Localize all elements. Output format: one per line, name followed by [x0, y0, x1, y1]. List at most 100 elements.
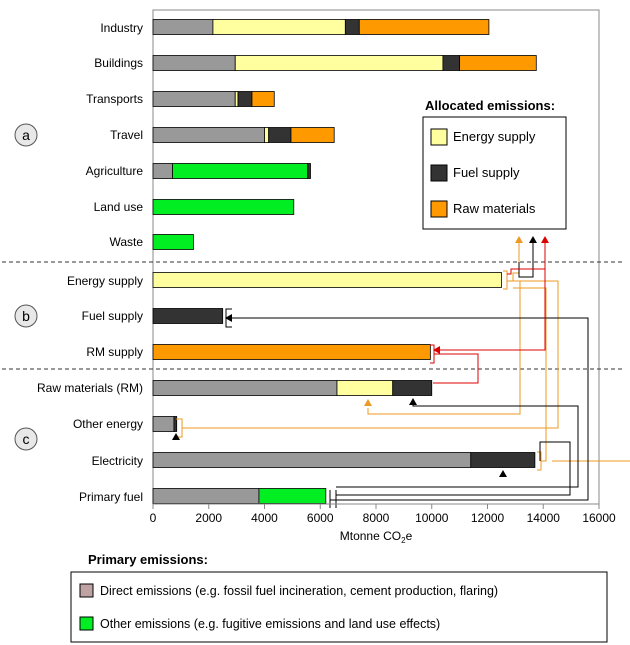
category-label-transports: Transports	[86, 92, 143, 106]
bar-segment-raw_materials	[251, 91, 275, 107]
x-axis-title-subscript: 2	[401, 536, 406, 545]
category-label-industry: Industry	[100, 21, 143, 35]
bar-segment-direct	[152, 19, 214, 35]
legend-swatch-raw-materials	[430, 200, 448, 218]
legend-primary: Primary emissions: Direct emissions (e.g…	[70, 552, 608, 643]
legend-primary-title: Primary emissions:	[88, 552, 208, 567]
bar-segment-fuel_supply	[152, 308, 224, 324]
arrowhead-raw-materials-bar	[364, 399, 372, 406]
bar-segment-direct	[152, 380, 338, 396]
category-label-primary-fuel: Primary fuel	[79, 490, 143, 504]
legend-swatch-energy-supply	[430, 128, 448, 146]
legend-label-fuel-supply: Fuel supply	[453, 165, 520, 180]
category-label-energy-supply: Energy supply	[67, 274, 143, 288]
x-axis-title: Mtonne CO2e	[340, 529, 413, 545]
bar-segment-other	[258, 488, 327, 504]
bar-segment-fuel_supply	[237, 91, 253, 107]
bar-segment-other	[152, 199, 295, 215]
x-tick-label: 2000	[195, 511, 222, 525]
bar-segment-energy_supply	[152, 272, 502, 288]
bar-segment-energy_supply	[264, 127, 270, 143]
bar-segment-fuel_supply	[173, 416, 178, 432]
arrowhead-raw-legend	[541, 236, 549, 243]
legend-primary-box	[70, 571, 608, 643]
bar-segment-raw_materials	[152, 344, 431, 360]
bar-segment-raw_materials	[459, 55, 537, 71]
flow-arrowheads	[172, 236, 549, 477]
bar-segment-direct	[152, 163, 173, 179]
category-label-fuel-supply: Fuel supply	[82, 309, 143, 323]
x-tick-label: 4000	[251, 511, 278, 525]
category-label-waste: Waste	[109, 235, 143, 249]
x-axis: 0 2000 4000 6000 8000 10000 12000 14000 16000 Mt…	[150, 503, 616, 545]
arrowhead-fuel-supply-bar	[225, 314, 232, 322]
legend-swatch-direct	[79, 583, 94, 598]
bar-segment-raw_materials	[290, 127, 335, 143]
section-marker-b-circle	[14, 304, 38, 328]
bar-segment-direct	[152, 55, 236, 71]
category-label-land-use: Land use	[94, 200, 144, 214]
flow-raw-materials	[430, 240, 546, 384]
arrowhead-fuel-legend	[529, 236, 537, 243]
x-tick-label: 12000	[471, 511, 505, 525]
bar-segment-direct	[152, 416, 175, 432]
bar-segment-fuel_supply	[344, 19, 360, 35]
legend-label-other: Other emissions (e.g. fugitive emissions…	[100, 617, 440, 631]
bar-segment-direct	[152, 452, 472, 468]
section-marker-c-circle	[14, 427, 38, 451]
bar-segment-energy_supply	[336, 380, 394, 396]
bar-segment-other	[172, 163, 309, 179]
bar-segment-fuel_supply	[442, 55, 461, 71]
bar-segments	[152, 19, 537, 504]
flow-electricity-energy	[552, 460, 630, 462]
category-labels: Industry Buildings Transports Travel Agr…	[37, 21, 143, 504]
x-tick-label: 6000	[307, 511, 334, 525]
legend-label-direct: Direct emissions (e.g. fossil fuel incin…	[100, 584, 498, 598]
section-marker-c-label: c	[23, 431, 30, 447]
section-marker-b-label: b	[22, 308, 30, 324]
legend-allocated: Allocated emissions: Energy supply Fuel …	[422, 98, 567, 230]
category-label-travel: Travel	[110, 128, 143, 142]
flow-electricity-to-energy	[513, 287, 547, 471]
legend-allocated-title: Allocated emissions:	[425, 98, 555, 113]
x-axis-ticks: 0 2000 4000 6000 8000 10000 12000 14000 16000	[150, 504, 616, 525]
bar-segment-direct	[152, 91, 236, 107]
bar-segment-fuel_supply	[470, 452, 536, 468]
legend-label-energy-supply: Energy supply	[453, 129, 536, 144]
arrowhead-other-energy-bar	[172, 433, 180, 440]
arrowhead-energy-legend	[515, 236, 523, 243]
plot-frame	[152, 9, 600, 505]
legend-label-raw-materials: Raw materials	[453, 201, 536, 216]
bar-segment-direct	[152, 488, 260, 504]
bar-segment-energy_supply	[234, 91, 239, 107]
category-label-other-energy: Other energy	[73, 417, 143, 431]
bar-segment-fuel_supply	[392, 380, 433, 396]
category-label-raw-materials: Raw materials (RM)	[37, 381, 143, 395]
section-markers: a b c	[14, 123, 38, 451]
legend-swatch-other	[79, 616, 94, 631]
category-label-buildings: Buildings	[94, 56, 143, 70]
bar-segment-direct	[152, 127, 265, 143]
category-label-agriculture: Agriculture	[86, 164, 144, 178]
arrowhead-electricity-bar	[499, 470, 507, 477]
bar-segment-other	[152, 234, 194, 250]
category-label-electricity: Electricity	[92, 454, 143, 468]
arrowhead-raw-materials-fuel	[409, 398, 417, 405]
legend-swatch-fuel-supply	[430, 164, 448, 182]
bar-segment-energy_supply	[212, 19, 346, 35]
x-tick-label: 14000	[527, 511, 561, 525]
bar-segment-raw_materials	[358, 19, 490, 35]
bar-segment-fuel_supply	[268, 127, 292, 143]
x-axis-title-main: Mtonne CO	[340, 529, 401, 543]
x-tick-label: 10000	[415, 511, 449, 525]
bar-segment-fuel_supply	[307, 163, 311, 179]
x-tick-label: 0	[150, 511, 157, 525]
bar-segment-energy_supply	[234, 55, 444, 71]
x-tick-label: 16000	[582, 511, 616, 525]
category-label-rm-supply: RM supply	[86, 345, 143, 359]
arrowhead-rm-supply-bar	[433, 346, 440, 354]
x-axis-title-tail: e	[406, 529, 413, 543]
flow-connectors	[176, 0, 630, 508]
x-tick-label: 8000	[363, 511, 390, 525]
